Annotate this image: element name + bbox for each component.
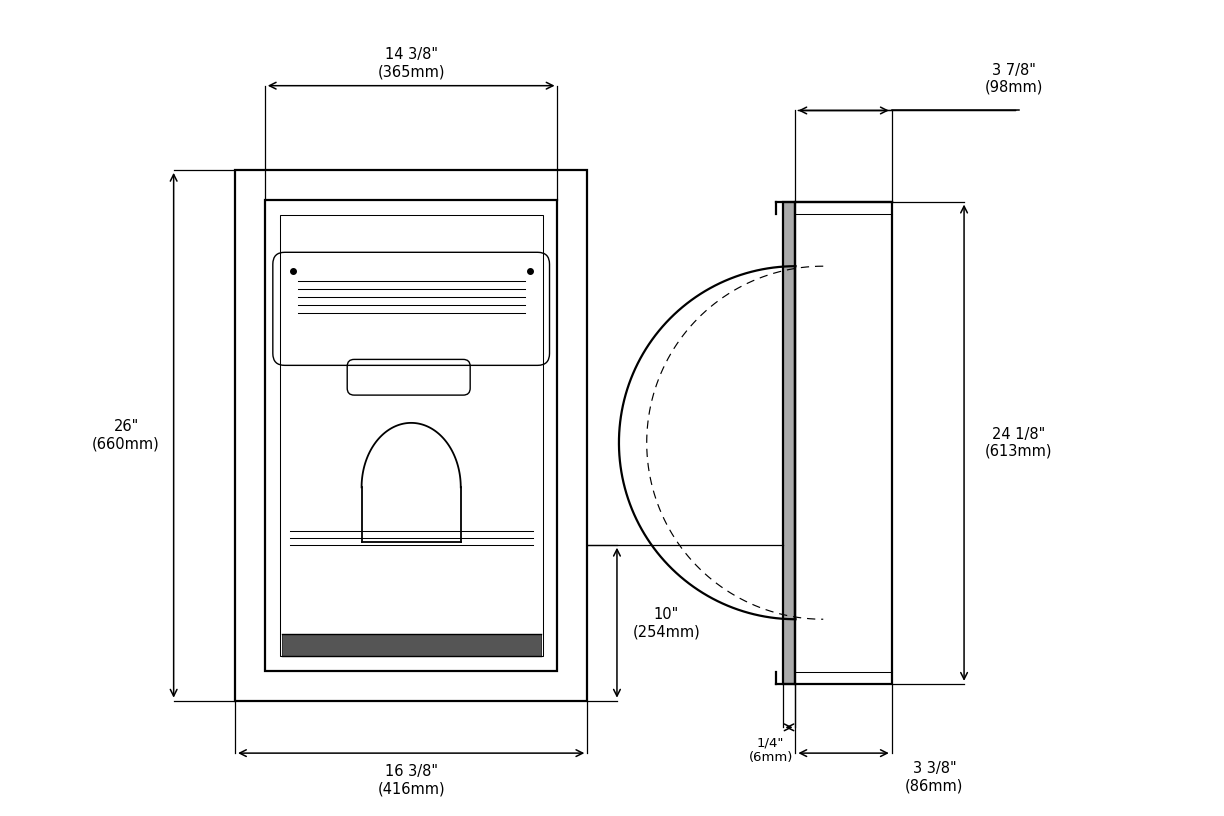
Text: 1/4"
(6mm): 1/4" (6mm) [749, 736, 793, 764]
Bar [282, 634, 541, 656]
Bar [796, 202, 891, 684]
Text: 14 3/8"
(365mm): 14 3/8" (365mm) [377, 47, 444, 79]
Text: 3 3/8"
(86mm): 3 3/8" (86mm) [905, 761, 963, 793]
Bar [235, 170, 588, 701]
Bar [280, 215, 542, 656]
Text: 10"
(254mm): 10" (254mm) [633, 607, 700, 640]
Text: 3 7/8"
(98mm): 3 7/8" (98mm) [984, 63, 1043, 95]
Text: 26"
(660mm): 26" (660mm) [92, 419, 160, 451]
Text: 16 3/8"
(416mm): 16 3/8" (416mm) [377, 764, 446, 796]
Text: 24 1/8"
(613mm): 24 1/8" (613mm) [985, 427, 1053, 459]
Bar [782, 202, 796, 684]
Bar [264, 200, 557, 671]
